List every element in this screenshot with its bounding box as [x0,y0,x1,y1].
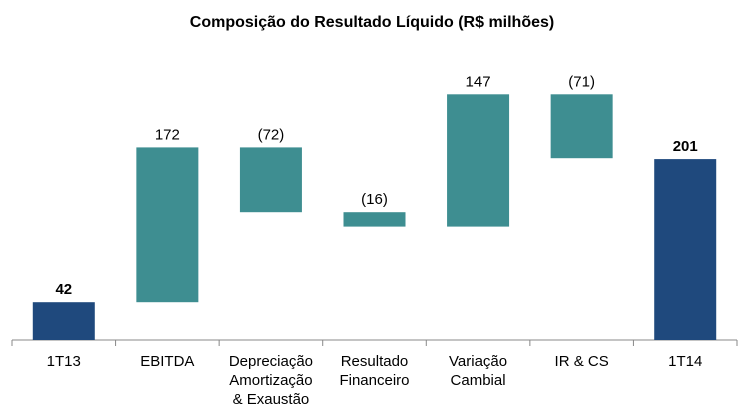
value-label: 147 [466,73,491,90]
x-tick-label: 1T14 [668,353,702,370]
value-label: (71) [568,73,595,90]
bar [550,94,613,159]
x-tick-label: Amortização [229,372,312,389]
value-label: 201 [673,138,698,155]
x-tick-label: Resultado [341,353,409,370]
bar [343,212,406,227]
x-tick-label: & Exaustão [233,391,310,408]
value-label: (72) [258,126,285,143]
x-tick-label: EBITDA [140,353,194,370]
value-label: 42 [55,281,72,298]
x-tick-label: 1T13 [47,353,81,370]
bar [447,94,510,227]
value-label: (16) [361,191,388,208]
x-tick-label: Financeiro [339,372,409,389]
x-tick-label: IR & CS [555,353,609,370]
x-tick-label: Variação [449,353,507,370]
bar [136,147,199,303]
bar [239,147,302,213]
bar [32,302,95,340]
chart-title: Composição do Resultado Líquido (R$ milh… [190,14,554,31]
x-tick-label: Cambial [451,372,506,389]
bar [654,159,717,340]
value-label: 172 [155,126,180,143]
x-tick-label: Depreciação [229,353,313,370]
